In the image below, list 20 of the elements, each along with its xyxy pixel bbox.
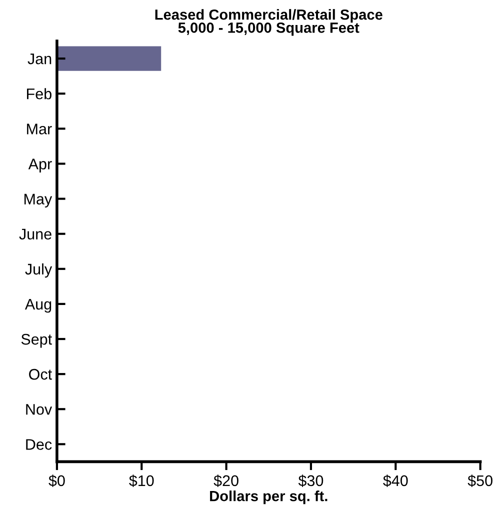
- y-tick-label: Aug: [24, 298, 52, 313]
- x-tick-label: $50: [468, 474, 492, 488]
- y-tick-label: Jan: [28, 54, 52, 64]
- y-tick-label: Mar: [27, 124, 52, 134]
- x-tick-label: $30: [298, 474, 324, 488]
- y-tick-label: May: [24, 194, 52, 208]
- y-tick-label: Oct: [29, 368, 52, 380]
- chart-title: Leased Commercial/Retail Space 5,000 - 15,000 Square Feet: [155, 9, 382, 36]
- y-tick-label: July: [25, 263, 52, 278]
- y-tick-label: Feb: [27, 88, 52, 100]
- y-tick-label: Dec: [26, 439, 52, 450]
- x-axis-title: Dollars per sq. ft.: [210, 490, 328, 504]
- x-tick-label: $20: [214, 474, 238, 488]
- x-tick-label: $40: [383, 474, 408, 488]
- x-tick-label: $0: [48, 474, 65, 488]
- y-tick-label: Apr: [28, 158, 52, 172]
- y-tick-label: Sept: [21, 334, 52, 348]
- y-tick-label: Nov: [26, 404, 52, 415]
- y-tick-label: June: [19, 228, 52, 240]
- x-tick-label: $10: [129, 474, 154, 488]
